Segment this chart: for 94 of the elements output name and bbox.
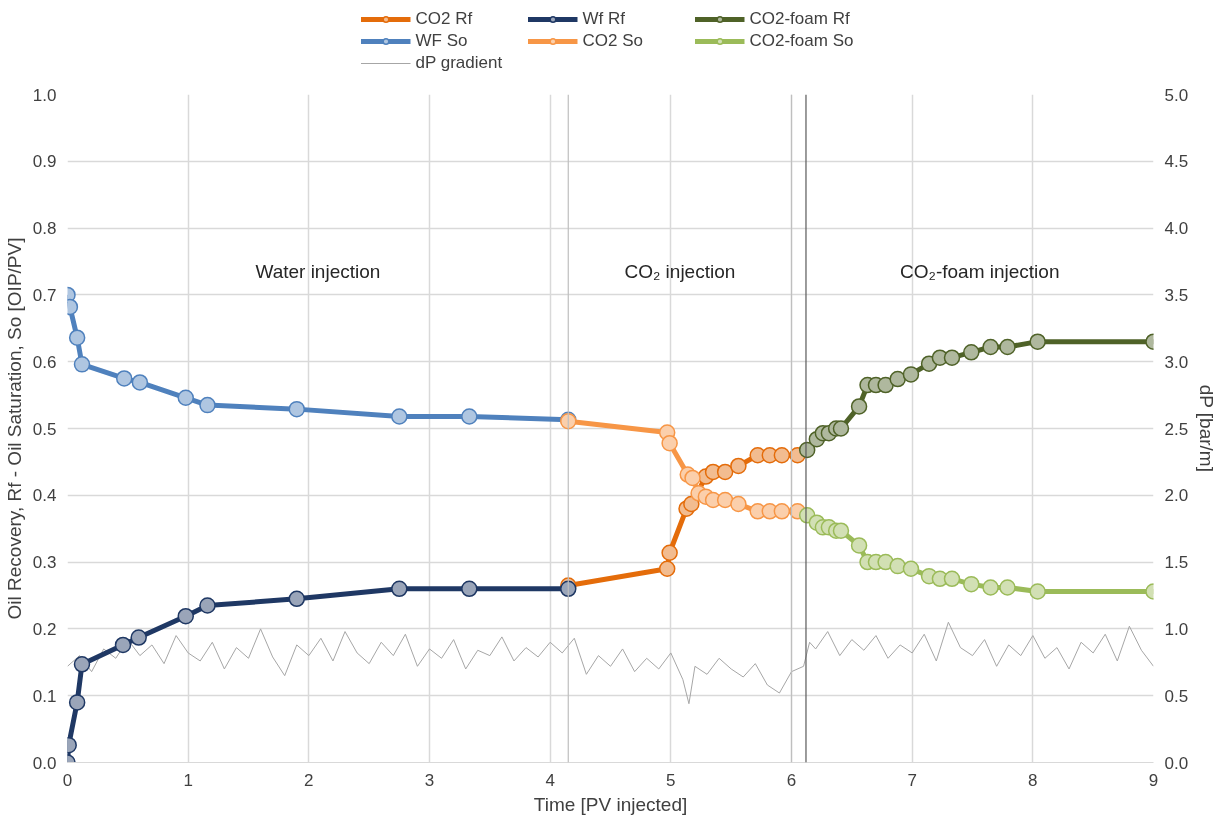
point: [661, 544, 678, 561]
y2-tick-label: 1.5: [1164, 553, 1189, 573]
legend-label: CO2-foam Rf: [749, 9, 851, 29]
point: [684, 469, 701, 487]
y2-tick-label: 5.0: [1164, 85, 1189, 105]
x-tick-label: 4: [545, 770, 555, 790]
point: [773, 446, 791, 464]
point: [889, 370, 906, 388]
point: [131, 374, 149, 391]
point: [999, 579, 1016, 596]
annotation: CO₂ injection: [624, 260, 736, 282]
y-tick-label: 0.9: [32, 152, 57, 172]
y2-tick-label: 1.0: [1164, 619, 1189, 639]
x-tick-label: 0: [62, 770, 73, 790]
point: [1029, 333, 1046, 350]
y-tick-label: 0.8: [32, 219, 57, 239]
point: [730, 457, 747, 475]
line-series: [67, 621, 1154, 705]
y2-tick-label: 2.5: [1164, 419, 1189, 439]
y-tick-label: 0.3: [32, 553, 57, 573]
point: [115, 370, 133, 387]
point: [850, 537, 868, 554]
y2-tick-label: 0.5: [1164, 686, 1189, 706]
point: [877, 376, 894, 394]
point: [560, 580, 577, 598]
x-tick-label: 5: [666, 770, 676, 790]
legend-label: dP gradient: [415, 53, 504, 73]
point: [716, 463, 734, 481]
point: [773, 503, 791, 520]
legend-label: WF So: [415, 31, 469, 51]
point: [850, 398, 868, 415]
point: [288, 590, 306, 608]
point: [658, 560, 676, 578]
point: [199, 396, 216, 414]
legend-label: CO2 Rf: [415, 9, 474, 29]
point: [832, 522, 850, 539]
y-tick-label: 0.4: [32, 486, 57, 506]
y2-tick-label: 3.5: [1164, 285, 1189, 305]
point: [461, 408, 478, 425]
point: [661, 434, 678, 452]
x-tick-label: 1: [183, 770, 193, 790]
point: [68, 694, 86, 711]
x-tick-label: 8: [1028, 770, 1038, 790]
y-tick-label: 0.0: [32, 753, 57, 773]
annotation: Water injection: [255, 260, 381, 282]
y-tick-label: 0.2: [32, 619, 57, 639]
point: [114, 636, 132, 654]
point: [889, 557, 906, 575]
point: [716, 491, 734, 509]
point: [982, 579, 999, 596]
y-tick-label: 0.5: [32, 419, 57, 439]
point: [730, 495, 747, 513]
point: [999, 338, 1016, 356]
x-tick-label: 6: [786, 770, 797, 790]
point: [902, 366, 920, 383]
point: [963, 344, 980, 361]
point: [943, 349, 961, 366]
point: [391, 408, 408, 425]
y-tick-label: 0.1: [32, 686, 57, 706]
point: [199, 597, 216, 614]
annotation: CO₂-foam injection: [900, 260, 1060, 282]
y2-axis-title: dP [bar/m]: [1196, 384, 1218, 472]
point: [963, 575, 980, 593]
y-tick-label: 1.0: [32, 85, 57, 105]
legend-label: CO2 So: [582, 31, 644, 51]
x-tick-label: 9: [1148, 770, 1159, 790]
legend-label: Wf Rf: [582, 9, 626, 29]
point: [68, 329, 86, 346]
point: [177, 389, 194, 407]
y2-tick-label: 4.0: [1164, 219, 1189, 239]
x-tick-label: 3: [424, 770, 435, 790]
y2-tick-label: 0.0: [1164, 753, 1189, 773]
y-tick-label: 0.7: [32, 285, 57, 305]
y2-tick-label: 4.5: [1164, 152, 1189, 172]
point: [130, 629, 147, 646]
point: [902, 560, 920, 578]
point: [73, 356, 91, 373]
x-axis-title: Time [PV injected]: [533, 793, 688, 815]
point: [391, 580, 408, 598]
y-tick-label: 0.6: [32, 352, 57, 372]
point: [943, 570, 961, 588]
legend-label: CO2-foam So: [749, 31, 855, 51]
point: [73, 656, 91, 673]
point: [832, 420, 850, 437]
point: [288, 400, 306, 418]
point: [461, 580, 478, 598]
x-tick-label: 2: [304, 770, 314, 790]
point: [982, 338, 999, 356]
point: [1029, 583, 1046, 600]
point: [177, 607, 194, 625]
y-axis-title: Oil Recovery, Rf - Oil Saturation, So [OIP/PV]: [3, 237, 25, 620]
y2-tick-label: 3.0: [1164, 352, 1189, 372]
x-tick-label: 7: [907, 770, 917, 790]
y2-tick-label: 2.0: [1164, 486, 1189, 506]
